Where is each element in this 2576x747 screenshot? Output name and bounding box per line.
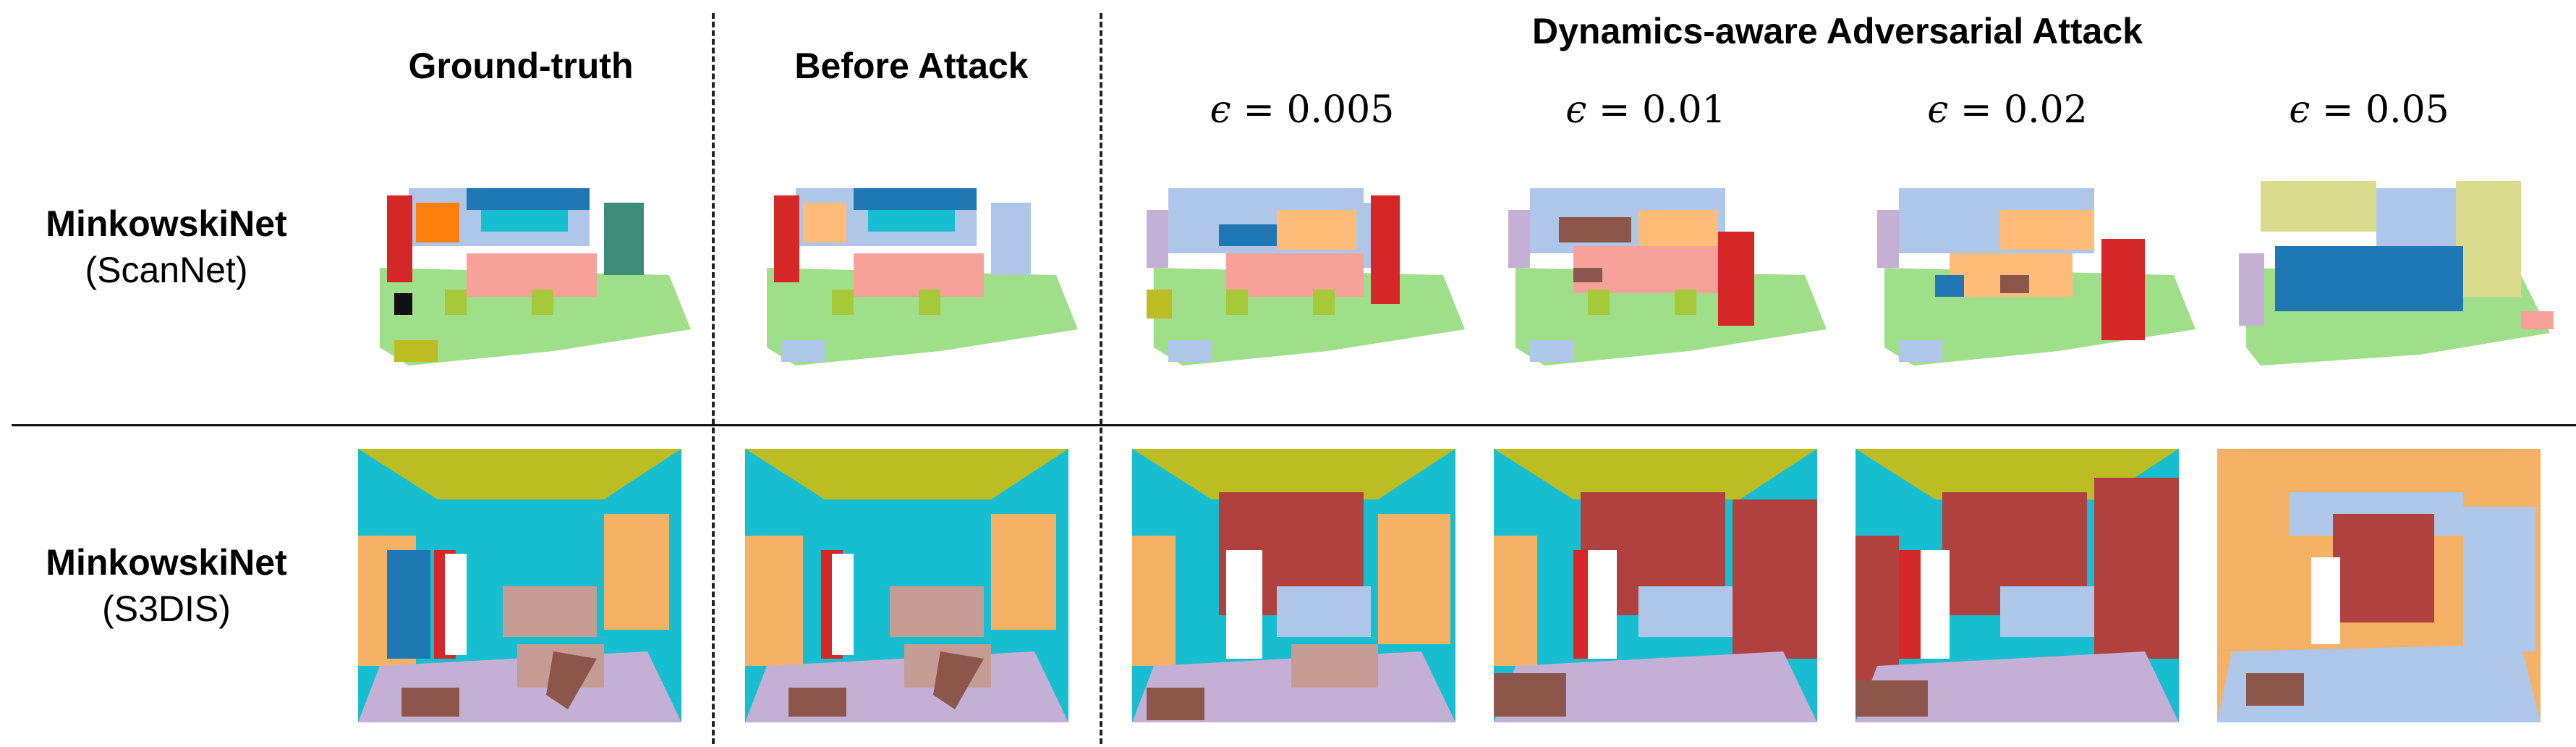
- model-name: MinkowskiNet: [46, 203, 287, 244]
- point-cloud-image: [2217, 449, 2541, 722]
- scannet-eps-0005-panel: [1139, 166, 1468, 369]
- scannet-eps-005-panel: [2232, 166, 2561, 369]
- point-cloud-image: [2239, 181, 2554, 366]
- model-name: MinkowskiNet: [46, 542, 287, 583]
- s3dis-eps-005-panel: [2217, 449, 2541, 722]
- point-cloud-image: [1494, 449, 1817, 722]
- header-ground-truth: Ground-truth: [408, 46, 634, 86]
- dataset-name: (S3DIS): [102, 588, 231, 629]
- header-before-attack: Before Attack: [794, 46, 1029, 86]
- s3dis-eps-002-panel: [1856, 449, 2179, 722]
- s3dis-eps-0005-panel: [1132, 449, 1455, 722]
- epsilon-value: 0.01: [1641, 88, 1726, 132]
- scannet-eps-002-panel: [1870, 166, 2199, 369]
- epsilon-equals: =: [1948, 88, 2004, 132]
- epsilon-label-1: ϵ = 0.005: [1139, 88, 1465, 132]
- epsilon-value: 0.005: [1286, 88, 1395, 132]
- point-cloud-image: [1508, 188, 1827, 366]
- point-cloud-image: [358, 449, 681, 722]
- dataset-name: (ScanNet): [85, 250, 248, 290]
- scannet-eps-001-panel: [1501, 166, 1830, 369]
- s3dis-eps-001-panel: [1494, 449, 1817, 722]
- epsilon-label-3: ϵ = 0.02: [1845, 88, 2170, 132]
- epsilon-equals: =: [2310, 88, 2365, 132]
- point-cloud-image: [1856, 449, 2179, 722]
- s3dis-before-attack-panel: [745, 449, 1068, 722]
- row-divider: [12, 424, 2576, 426]
- epsilon-value: 0.05: [2365, 88, 2449, 132]
- row-label-scannet: MinkowskiNet (ScanNet): [0, 203, 333, 291]
- column-divider-1: [712, 13, 715, 744]
- point-cloud-image: [1132, 449, 1455, 722]
- epsilon-value: 0.02: [2003, 88, 2088, 132]
- row-label-s3dis: MinkowskiNet (S3DIS): [0, 541, 333, 630]
- s3dis-ground-truth-panel: [358, 449, 681, 722]
- scannet-ground-truth-panel: [365, 166, 694, 369]
- point-cloud-image: [745, 449, 1068, 722]
- epsilon-label-4: ϵ = 0.05: [2206, 88, 2532, 132]
- epsilon-equals: =: [1586, 88, 1642, 132]
- point-cloud-image: [1877, 188, 2195, 366]
- epsilon-symbol: ϵ: [1210, 88, 1231, 132]
- point-cloud-image: [380, 188, 691, 366]
- epsilon-symbol: ϵ: [1927, 88, 1949, 132]
- epsilon-equals: =: [1230, 88, 1287, 132]
- epsilon-symbol: ϵ: [1565, 88, 1587, 132]
- column-divider-2: [1100, 13, 1102, 744]
- epsilon-symbol: ϵ: [2289, 88, 2311, 132]
- epsilon-label-2: ϵ = 0.01: [1483, 88, 1808, 132]
- point-cloud-image: [767, 188, 1078, 366]
- point-cloud-image: [1147, 188, 1465, 366]
- header-attack-group: Dynamics-aware Adversarial Attack: [1532, 11, 2143, 51]
- scannet-before-attack-panel: [752, 166, 1081, 369]
